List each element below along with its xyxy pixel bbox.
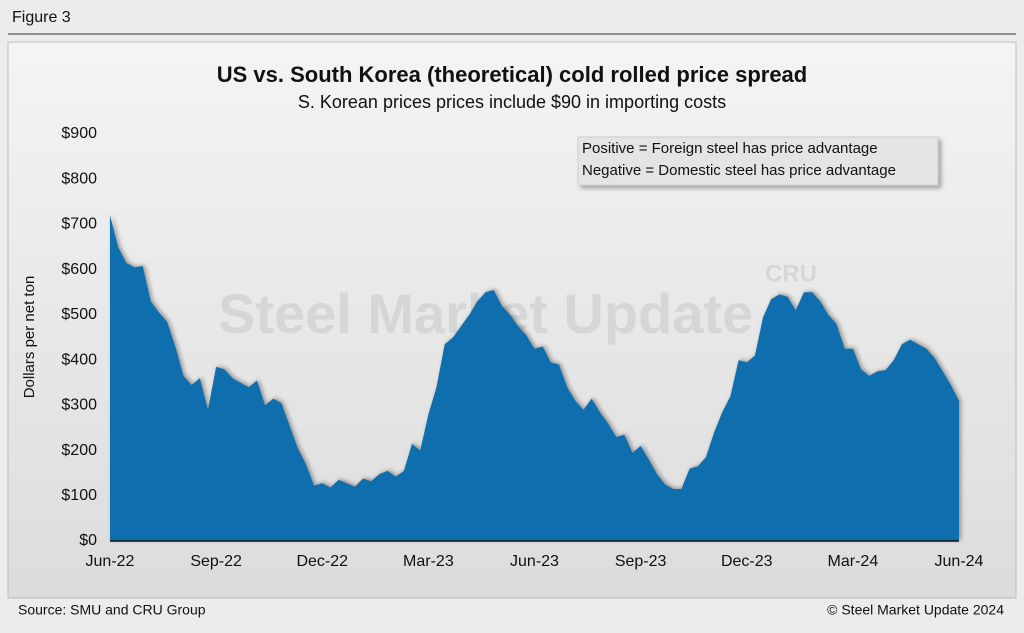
watermark-logo: CRU — [765, 260, 817, 287]
x-tick-label: Jun-22 — [86, 553, 135, 570]
x-tick-label: Sep-23 — [615, 553, 667, 570]
annotation-box — [577, 136, 939, 186]
y-tick-label: $300 — [61, 397, 97, 414]
annotation: Negative = Domestic steel has price adva… — [582, 162, 896, 179]
y-tick-label: $600 — [61, 261, 97, 278]
copyright: © Steel Market Update 2024 — [827, 602, 1004, 618]
x-tick-label: Jun-24 — [935, 553, 984, 570]
y-tick-label: $500 — [61, 306, 97, 323]
y-tick-label: $0 — [79, 532, 97, 549]
y-tick-label: $900 — [61, 125, 97, 142]
y-axis-title: Dollars per net ton — [21, 276, 38, 399]
y-tick-label: $800 — [61, 170, 97, 187]
chart-title: US vs. South Korea (theoretical) cold ro… — [217, 62, 807, 87]
y-tick-label: $200 — [61, 442, 97, 459]
source: Source: SMU and CRU Group — [18, 602, 206, 618]
x-tick-label: Dec-22 — [296, 553, 348, 570]
y-tick-label: $400 — [61, 351, 97, 368]
y-tick-label: $100 — [61, 487, 97, 504]
plot: $0 $100 $200 $300 $400 $500 $600 $700 $800 $900 Ju… — [61, 125, 983, 570]
figure-label: Figure 3 — [12, 9, 71, 26]
chart-subtitle: S. Korean prices prices include $90 in i… — [298, 92, 726, 112]
x-tick-label: Sep-22 — [190, 553, 242, 570]
area — [110, 215, 959, 541]
x-tick-label: Dec-23 — [721, 553, 773, 570]
y-tick-label: $700 — [61, 216, 97, 233]
x-tick-label: Mar-23 — [403, 553, 454, 570]
x-tick-label: Jun-23 — [510, 553, 559, 570]
annotation: Positive = Foreign steel has price advan… — [582, 140, 878, 157]
x-tick-label: Mar-24 — [828, 553, 879, 570]
